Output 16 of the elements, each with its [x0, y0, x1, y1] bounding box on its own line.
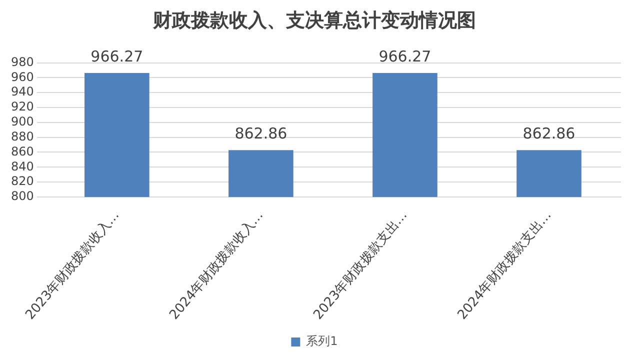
- data-label: 966.27: [90, 47, 144, 66]
- data-label: 862.86: [234, 124, 288, 142]
- y-tick-label: 820: [11, 174, 34, 188]
- legend-label: 系列1: [306, 334, 338, 348]
- y-tick-label: 800: [11, 189, 34, 204]
- y-tick-label: 860: [11, 144, 34, 158]
- y-tick-label: 920: [11, 100, 34, 114]
- data-label: 966.27: [378, 47, 432, 66]
- y-tick-label: 960: [11, 70, 34, 84]
- y-tick-label: 900: [11, 114, 34, 129]
- y-tick-label: 840: [11, 159, 34, 174]
- y-tick-label: 980: [11, 54, 34, 69]
- y-tick-label: 880: [11, 129, 34, 144]
- data-label: 862.86: [522, 124, 576, 142]
- chart-title: 财政拨款收入、支决算总计变动情况图: [152, 9, 476, 32]
- y-tick-label: 940: [11, 84, 34, 99]
